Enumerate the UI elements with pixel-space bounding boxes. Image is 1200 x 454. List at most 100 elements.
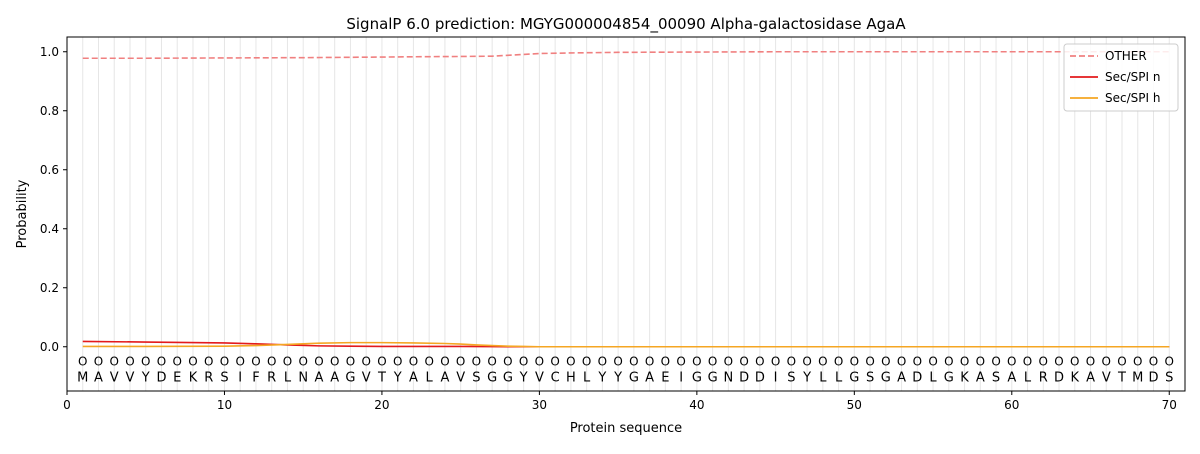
region-label: O bbox=[1149, 355, 1158, 369]
residue-label: R bbox=[204, 370, 213, 385]
region-label: O bbox=[424, 355, 433, 369]
region-label: O bbox=[661, 355, 670, 369]
residue-layer: OMOAOVOVOYODOEOKOROSOIOFOROLONOAOAOGOVOT… bbox=[77, 355, 1174, 386]
x-tick-label: 30 bbox=[532, 398, 547, 412]
region-label: O bbox=[881, 355, 890, 369]
region-label: O bbox=[771, 355, 780, 369]
region-label: O bbox=[141, 355, 150, 369]
region-label: O bbox=[755, 355, 764, 369]
residue-label: L bbox=[426, 370, 434, 385]
residue-label: L bbox=[1024, 370, 1032, 385]
residue-label: V bbox=[126, 370, 135, 385]
x-axis-label: Protein sequence bbox=[570, 421, 682, 436]
residue-label: A bbox=[976, 370, 985, 385]
region-label: O bbox=[834, 355, 843, 369]
residue-label: D bbox=[739, 370, 749, 385]
residue-label: N bbox=[298, 370, 308, 385]
y-tick-label: 0.8 bbox=[40, 104, 59, 118]
legend-entry: OTHER bbox=[1105, 49, 1147, 63]
region-label: O bbox=[692, 355, 701, 369]
region-label: O bbox=[1102, 355, 1111, 369]
residue-label: M bbox=[77, 370, 88, 385]
residue-label: Y bbox=[519, 370, 528, 385]
residue-label: Y bbox=[613, 370, 622, 385]
region-label: O bbox=[629, 355, 638, 369]
region-label: O bbox=[928, 355, 937, 369]
residue-label: V bbox=[362, 370, 371, 385]
residue-label: Y bbox=[802, 370, 811, 385]
region-label: O bbox=[1054, 355, 1063, 369]
region-label: O bbox=[110, 355, 119, 369]
residue-label: T bbox=[377, 370, 386, 385]
region-label: O bbox=[267, 355, 276, 369]
region-label: O bbox=[188, 355, 197, 369]
region-label: O bbox=[787, 355, 796, 369]
region-label: O bbox=[157, 355, 166, 369]
y-tick-label: 0.2 bbox=[40, 281, 59, 295]
region-label: O bbox=[298, 355, 307, 369]
y-axis-label: Probability bbox=[15, 179, 30, 248]
region-label: O bbox=[991, 355, 1000, 369]
residue-label: Y bbox=[597, 370, 606, 385]
residue-label: L bbox=[284, 370, 292, 385]
region-label: O bbox=[1165, 355, 1174, 369]
region-label: O bbox=[1117, 355, 1126, 369]
region-label: O bbox=[125, 355, 134, 369]
region-label: O bbox=[1133, 355, 1142, 369]
region-label: O bbox=[1086, 355, 1095, 369]
residue-label: G bbox=[692, 370, 702, 385]
region-label: O bbox=[519, 355, 528, 369]
residue-label: G bbox=[849, 370, 859, 385]
series-line-2 bbox=[82, 341, 1170, 348]
y-axis: 0.0 0.2 0.4 0.6 0.8 1.0 bbox=[40, 45, 67, 354]
region-label: O bbox=[1007, 355, 1016, 369]
region-label: O bbox=[818, 355, 827, 369]
region-label: O bbox=[204, 355, 213, 369]
region-label: O bbox=[850, 355, 859, 369]
residue-label: Y bbox=[141, 370, 150, 385]
region-label: O bbox=[235, 355, 244, 369]
region-label: O bbox=[409, 355, 418, 369]
residue-label: I bbox=[774, 370, 778, 385]
residue-label: A bbox=[314, 370, 323, 385]
region-label: O bbox=[550, 355, 559, 369]
region-label: O bbox=[283, 355, 292, 369]
region-label: O bbox=[314, 355, 323, 369]
residue-label: G bbox=[629, 370, 639, 385]
y-tick-label: 0.0 bbox=[40, 340, 59, 354]
residue-label: A bbox=[897, 370, 906, 385]
region-label: O bbox=[708, 355, 717, 369]
residue-label: V bbox=[110, 370, 119, 385]
x-tick-label: 50 bbox=[847, 398, 862, 412]
residue-label: G bbox=[345, 370, 355, 385]
residue-label: L bbox=[929, 370, 937, 385]
residue-label: D bbox=[1148, 370, 1158, 385]
region-label: O bbox=[535, 355, 544, 369]
series-layer bbox=[82, 50, 1170, 348]
y-tick-label: 1.0 bbox=[40, 45, 59, 59]
residue-label: Y bbox=[393, 370, 402, 385]
residue-label: L bbox=[583, 370, 591, 385]
plot-frame bbox=[66, 36, 1186, 392]
residue-label: D bbox=[912, 370, 922, 385]
y-tick-label: 0.4 bbox=[40, 222, 59, 236]
region-label: O bbox=[440, 355, 449, 369]
residue-label: L bbox=[835, 370, 843, 385]
region-label: O bbox=[346, 355, 355, 369]
x-tick-label: 10 bbox=[217, 398, 232, 412]
residue-label: V bbox=[1102, 370, 1111, 385]
legend-entry: Sec/SPI h bbox=[1105, 91, 1160, 105]
x-tick-label: 40 bbox=[689, 398, 704, 412]
x-tick-label: 0 bbox=[63, 398, 71, 412]
residue-label: A bbox=[409, 370, 418, 385]
x-tick-label: 20 bbox=[374, 398, 389, 412]
residue-label: I bbox=[679, 370, 683, 385]
region-label: O bbox=[944, 355, 953, 369]
region-label: O bbox=[1070, 355, 1079, 369]
region-label: O bbox=[456, 355, 465, 369]
residue-label: R bbox=[1039, 370, 1048, 385]
legend: OTHER Sec/SPI n Sec/SPI h bbox=[1063, 43, 1179, 112]
region-label: O bbox=[1039, 355, 1048, 369]
